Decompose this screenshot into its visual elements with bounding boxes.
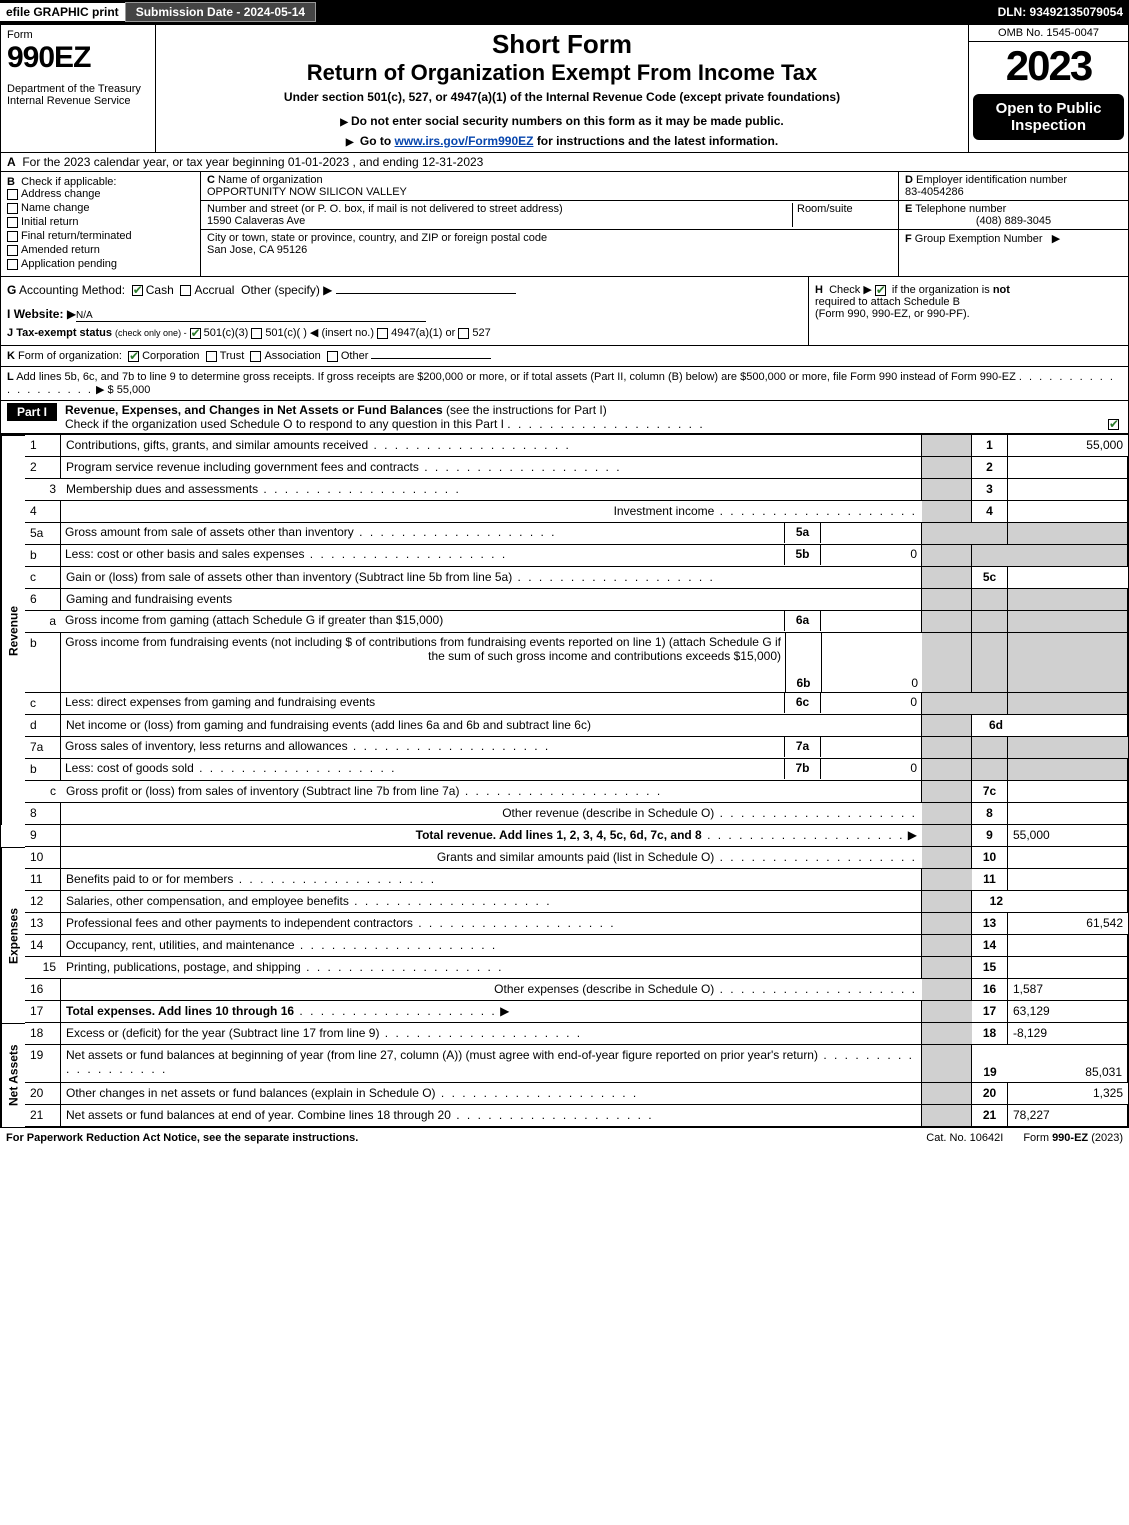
c-name-label: Name of organization <box>218 174 323 186</box>
section-bcdef: B Check if applicable: Address change Na… <box>1 172 1128 277</box>
cb-trust[interactable] <box>206 351 217 362</box>
c-city-label: City or town, state or province, country… <box>207 232 547 244</box>
cb-other-org[interactable] <box>327 351 338 362</box>
cb-schedule-o[interactable] <box>1108 419 1119 430</box>
org-city: San Jose, CA 95126 <box>207 244 307 256</box>
irs-link[interactable]: www.irs.gov/Form990EZ <box>395 134 534 148</box>
g-accounting: G Accounting Method: Cash Accrual Other … <box>1 277 808 345</box>
l-text: Add lines 5b, 6c, and 7b to line 9 to de… <box>16 371 1016 383</box>
dept-label: Department of the Treasury Internal Reve… <box>7 83 149 107</box>
row-a: A For the 2023 calendar year, or tax yea… <box>1 153 1128 172</box>
cb-schedule-b[interactable] <box>875 285 886 296</box>
efile-label: efile GRAPHIC print <box>0 3 125 21</box>
col-b: B Check if applicable: Address change Na… <box>1 172 201 276</box>
under-section: Under section 501(c), 527, or 4947(a)(1)… <box>164 90 960 104</box>
part-i-header: Part I Revenue, Expenses, and Changes in… <box>1 401 1128 434</box>
ln9-val: 55,000 <box>1008 825 1128 847</box>
org-name: OPPORTUNITY NOW SILICON VALLEY <box>207 186 407 198</box>
ln16-val: 1,587 <box>1008 979 1128 1001</box>
header-mid: Short Form Return of Organization Exempt… <box>156 25 968 152</box>
row-gh: G Accounting Method: Cash Accrual Other … <box>1 277 1128 346</box>
open-inspection: Open to Public Inspection <box>973 94 1124 140</box>
cb-accrual[interactable] <box>180 285 191 296</box>
c-street-cell: Number and street (or P. O. box, if mail… <box>201 201 898 230</box>
cb-501c3[interactable] <box>190 328 201 339</box>
part-i-check: Check if the organization used Schedule … <box>65 417 504 431</box>
ln17-val: 63,129 <box>1008 1001 1128 1023</box>
goto-pre: Go to <box>360 134 395 148</box>
cb-amended[interactable]: Amended return <box>7 244 194 256</box>
side-expenses: Expenses <box>1 847 25 1023</box>
dln: DLN: 93492135079054 <box>998 5 1129 19</box>
j-tax-exempt: J Tax-exempt status (check only one) - 5… <box>7 326 802 339</box>
omb-number: OMB No. 1545-0047 <box>969 25 1128 42</box>
top-bar: efile GRAPHIC print Submission Date - 20… <box>0 0 1129 24</box>
header-right: OMB No. 1545-0047 2023 Open to Public In… <box>968 25 1128 152</box>
e-phone: E Telephone number(408) 889-3045 <box>899 201 1128 230</box>
room-suite-label: Room/suite <box>792 203 892 227</box>
footer-form: Form 990-EZ (2023) <box>1023 1132 1123 1144</box>
i-website: I Website: ▶N/A <box>7 307 802 322</box>
submission-date: Submission Date - 2024-05-14 <box>125 2 316 22</box>
footer-cat: Cat. No. 10642I <box>926 1132 1003 1144</box>
f-group: F Group Exemption Number ▶ <box>899 230 1128 247</box>
tax-year: 2023 <box>969 42 1128 90</box>
warning-ssn: Do not enter social security numbers on … <box>164 114 960 128</box>
b-label: Check if applicable: <box>21 176 116 188</box>
footer-left: For Paperwork Reduction Act Notice, see … <box>6 1132 906 1144</box>
cb-final-return[interactable]: Final return/terminated <box>7 230 194 242</box>
ln1-val: 55,000 <box>1008 435 1128 457</box>
return-title: Return of Organization Exempt From Incom… <box>164 60 960 86</box>
form-container: Form 990EZ Department of the Treasury In… <box>0 24 1129 1128</box>
l-amount: $ 55,000 <box>108 384 151 396</box>
side-revenue: Revenue <box>1 435 25 825</box>
ln1-num: 1 <box>25 435 61 457</box>
part-i-note: (see the instructions for Part I) <box>446 403 607 417</box>
page-footer: For Paperwork Reduction Act Notice, see … <box>0 1128 1129 1148</box>
phone-value: (408) 889-3045 <box>905 215 1122 227</box>
short-form-title: Short Form <box>164 29 960 60</box>
row-k: K Form of organization: Corporation Trus… <box>1 346 1128 367</box>
row-a-text: For the 2023 calendar year, or tax year … <box>22 155 483 169</box>
cb-corp[interactable] <box>128 351 139 362</box>
ln19-val: 85,031 <box>1008 1045 1128 1083</box>
cb-pending[interactable]: Application pending <box>7 258 194 270</box>
ln20-val: 1,325 <box>1008 1083 1128 1105</box>
part-i-badge: Part I <box>7 403 57 421</box>
cb-initial-return[interactable]: Initial return <box>7 216 194 228</box>
ln18-val: -8,129 <box>1008 1023 1128 1045</box>
goto-line: Go to www.irs.gov/Form990EZ for instruct… <box>164 134 960 148</box>
website-value: N/A <box>76 310 426 322</box>
ein-value: 83-4054286 <box>905 186 964 198</box>
cb-4947[interactable] <box>377 328 388 339</box>
ln13-val: 61,542 <box>1008 913 1128 935</box>
cb-cash[interactable] <box>132 285 143 296</box>
ln21-val: 78,227 <box>1008 1105 1128 1127</box>
form-word: Form <box>7 29 149 41</box>
d-ein: D Employer identification number83-40542… <box>899 172 1128 201</box>
part-i-heading: Revenue, Expenses, and Changes in Net As… <box>65 403 443 417</box>
form-number: 990EZ <box>7 41 149 75</box>
cb-address-change[interactable]: Address change <box>7 188 194 200</box>
ln1-desc: Contributions, gifts, grants, and simila… <box>61 435 922 457</box>
col-c: C Name of organization OPPORTUNITY NOW S… <box>201 172 898 276</box>
cb-name-change[interactable]: Name change <box>7 202 194 214</box>
h-check: H Check ▶ if the organization is not req… <box>808 277 1128 345</box>
form-header: Form 990EZ Department of the Treasury In… <box>1 25 1128 153</box>
cb-501c[interactable] <box>251 328 262 339</box>
org-street: 1590 Calaveras Ave <box>207 215 305 227</box>
col-def: D Employer identification number83-40542… <box>898 172 1128 276</box>
line-item-table: Revenue 1 Contributions, gifts, grants, … <box>1 434 1128 1127</box>
goto-post: for instructions and the latest informat… <box>537 134 778 148</box>
header-left: Form 990EZ Department of the Treasury In… <box>1 25 156 152</box>
cb-assoc[interactable] <box>250 351 261 362</box>
c-name-cell: C Name of organization OPPORTUNITY NOW S… <box>201 172 898 201</box>
row-l: L Add lines 5b, 6c, and 7b to line 9 to … <box>1 367 1128 401</box>
cb-527[interactable] <box>458 328 469 339</box>
c-street-label: Number and street (or P. O. box, if mail… <box>207 203 563 215</box>
c-city-cell: City or town, state or province, country… <box>201 230 898 258</box>
side-netassets: Net Assets <box>1 1023 25 1127</box>
